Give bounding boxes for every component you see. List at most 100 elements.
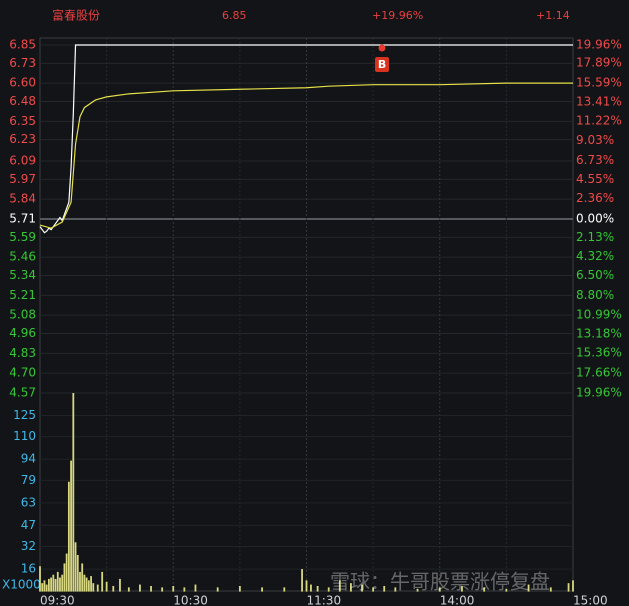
y-tick-label: 6.23 (9, 132, 36, 146)
volume-bar (172, 585, 175, 592)
volume-bar (83, 574, 86, 592)
volume-bar (350, 583, 352, 592)
x-tick-label: 10:30 (173, 594, 208, 606)
volume-bar (52, 574, 55, 592)
y2-tick-label: 10.99% (576, 307, 622, 321)
volume-bar (63, 563, 66, 592)
volume-bar (39, 566, 41, 592)
volume-bar (261, 587, 263, 592)
y2-tick-label: 19.96% (576, 386, 622, 400)
y2-tick-label: 0.00% (576, 212, 614, 226)
volume-bar (394, 587, 397, 592)
volume-bar (301, 569, 303, 592)
volume-bar (383, 585, 386, 592)
volume-bar (87, 580, 90, 592)
volume-bar (101, 571, 104, 592)
volume-bar (549, 587, 552, 592)
volume-bar (416, 588, 419, 592)
volume-bar (338, 580, 341, 592)
y-tick-label: 5.71 (9, 212, 36, 226)
stock-name: 富春股份 (52, 8, 100, 23)
y-tick-label: 5.59 (9, 230, 36, 244)
trade-marker (378, 44, 386, 52)
volume-bar (74, 542, 77, 592)
y-tick-label: 6.35 (9, 114, 36, 128)
y2-tick-label: 13.41% (576, 95, 622, 109)
x-tick-label: 14:00 (440, 594, 475, 606)
volume-bar (194, 584, 197, 592)
volume-tick-label: 63 (21, 495, 36, 509)
price-line (39, 82, 573, 229)
trade-marker-box (375, 57, 390, 72)
volume-bar (47, 578, 50, 592)
y-tick-label: 6.48 (9, 94, 36, 108)
y-tick-label: 5.84 (9, 192, 36, 206)
volume-bar (216, 587, 219, 592)
y2-tick-label: 2.13% (576, 230, 614, 244)
change: +1.14 (536, 9, 570, 22)
volume-bar (572, 580, 574, 592)
volume-bar (238, 585, 241, 592)
y-tick-label: 5.34 (9, 268, 36, 282)
change-pct: +19.96% (372, 9, 423, 22)
y-tick-label: 5.08 (9, 308, 36, 322)
volume-bar (183, 587, 186, 592)
volume-unit: X1000 (2, 578, 41, 592)
volume-bar (361, 584, 363, 592)
volume-bar (41, 583, 44, 592)
volume-bar (139, 584, 141, 592)
y2-tick-label: 8.80% (576, 288, 614, 302)
y2-tick-label: 17.66% (576, 365, 622, 379)
volume-bar (59, 577, 61, 592)
volume-bar (54, 578, 57, 592)
volume-tick-label: 16 (21, 562, 36, 576)
volume-bar (65, 553, 68, 592)
volume-bar (316, 585, 319, 592)
y2-tick-label: 4.55% (576, 172, 614, 186)
volume-tick-label: 47 (21, 518, 36, 532)
y-tick-label: 6.85 (9, 38, 36, 52)
volume-bar (90, 576, 92, 592)
volume-bar (67, 481, 70, 592)
volume-bar (92, 583, 95, 592)
y-tick-label: 6.60 (9, 76, 36, 90)
volume-bar (438, 587, 441, 592)
y-tick-label: 5.21 (9, 288, 36, 302)
volume-bar (79, 571, 81, 592)
x-tick-label: 11:30 (307, 594, 342, 606)
volume-bar (567, 583, 570, 592)
volume-tick-label: 32 (21, 539, 36, 553)
y2-tick-label: 11.22% (576, 114, 622, 128)
y-tick-label: 6.73 (9, 56, 36, 70)
y-tick-label: 5.97 (9, 172, 36, 186)
volume-tick-label: 94 (21, 452, 36, 466)
volume-bar (461, 585, 463, 592)
volume-bar (105, 581, 108, 592)
volume-bar (76, 554, 79, 592)
volume-bar (327, 587, 330, 592)
y2-tick-label: 4.32% (576, 249, 614, 263)
volume-bar (43, 580, 46, 592)
volume-bar (527, 584, 530, 592)
volume-bar (85, 577, 88, 592)
y-tick-label: 4.57 (9, 386, 36, 400)
volume-tick-label: 79 (21, 473, 36, 487)
volume-bar (56, 571, 59, 592)
y-tick-label: 4.83 (9, 346, 36, 360)
y-tick-label: 4.70 (9, 366, 36, 380)
volume-bar (72, 393, 75, 592)
price: 6.85 (222, 9, 247, 22)
watermark: 雪球：牛哥股票涨停复盘 (330, 570, 550, 594)
volume-bar (372, 587, 375, 592)
volume-tick-label: 110 (13, 429, 36, 443)
volume-bar (150, 585, 152, 592)
x-tick-label: 15:00 (573, 594, 608, 606)
y2-tick-label: 17.89% (576, 56, 622, 70)
y-tick-label: 6.09 (9, 154, 36, 168)
volume-bar (45, 584, 48, 592)
volume-bar (112, 585, 115, 592)
volume-bar (127, 587, 130, 592)
volume-bar (505, 588, 508, 592)
volume-bar (50, 577, 53, 592)
